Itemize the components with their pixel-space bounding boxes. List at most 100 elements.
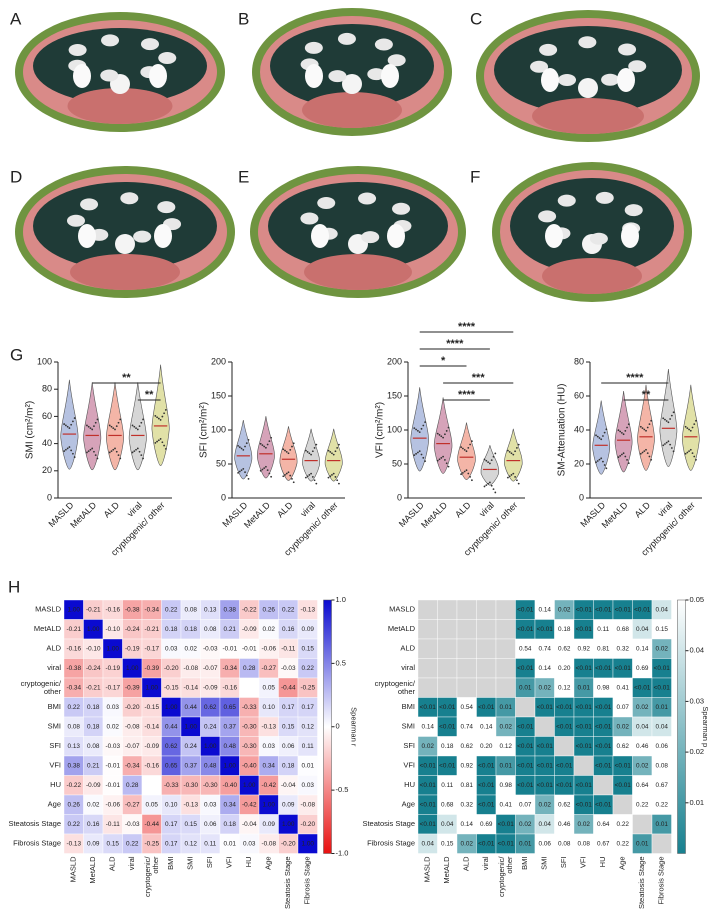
data-dot — [490, 484, 493, 487]
data-dot — [164, 448, 167, 450]
heatmap-cell — [456, 599, 477, 620]
row-label: Steatosis Stage — [362, 819, 415, 828]
cell-label: 0.11 — [597, 626, 609, 633]
cell-label: 0.04 — [539, 821, 552, 828]
cell-label: 0.34 — [263, 762, 276, 769]
data-dot — [261, 444, 264, 447]
data-dot — [514, 476, 517, 478]
heatmap-cell — [476, 658, 497, 679]
cell-label: 0.13 — [68, 743, 81, 750]
data-dot — [265, 465, 267, 468]
cell-label: -0.33 — [164, 782, 179, 789]
data-dot — [662, 417, 665, 420]
data-dot — [336, 447, 339, 449]
cell-label: 0.02 — [636, 704, 649, 711]
column-label: BMI — [520, 857, 529, 870]
data-dot — [156, 416, 158, 419]
data-dot — [665, 420, 668, 422]
cell-label: 0.37 — [224, 723, 237, 730]
data-dot — [436, 459, 439, 462]
cell-label: 0.67 — [597, 840, 610, 847]
violin — [106, 382, 124, 471]
row-label: HU — [404, 780, 415, 789]
data-dot — [266, 469, 269, 472]
cell-label: 0.12 — [185, 840, 198, 847]
data-dot — [138, 450, 141, 453]
data-dot — [686, 427, 689, 430]
heatmap-cell — [515, 697, 536, 718]
data-dot — [487, 461, 489, 464]
data-dot — [689, 448, 692, 451]
data-dot — [617, 429, 620, 432]
ct-bowel — [120, 192, 139, 205]
cell-label: 0.18 — [87, 723, 100, 730]
cell-label: <0.01 — [420, 704, 437, 711]
cell-label: 0.02 — [185, 645, 198, 652]
cell-label: 0.22 — [302, 665, 315, 672]
cell-label: 0.64 — [636, 782, 649, 789]
cell-label: -0.44 — [144, 821, 159, 828]
data-dot — [64, 448, 67, 451]
panel-label: G — [10, 345, 23, 364]
data-dot — [163, 444, 166, 447]
y-tick-label: 20 — [42, 465, 52, 475]
data-dot — [684, 452, 687, 455]
cell-label: 0.26 — [68, 801, 81, 808]
data-dot — [263, 445, 266, 448]
data-dot — [329, 475, 332, 478]
data-dot — [605, 467, 608, 470]
data-dot — [447, 465, 450, 468]
cell-label: 1.00 — [263, 801, 276, 808]
data-dot — [469, 443, 472, 446]
cell-label: 0.62 — [165, 743, 178, 750]
cell-label: 0.02 — [578, 821, 591, 828]
cell-label: 0.02 — [500, 723, 513, 730]
data-dot — [70, 449, 73, 452]
data-dot — [306, 451, 309, 453]
ct-bowel — [337, 32, 356, 45]
x-tick-label: ALD — [275, 500, 295, 520]
cell-label: <0.01 — [517, 743, 534, 750]
cell-label: 0.04 — [636, 723, 649, 730]
cell-label: 0.22 — [68, 821, 81, 828]
data-dot — [292, 481, 295, 484]
cell-label: 0.08 — [87, 743, 100, 750]
data-dot — [311, 450, 314, 453]
data-dot — [622, 452, 625, 455]
ct-bowel — [595, 191, 614, 204]
cell-label: 0.09 — [87, 840, 100, 847]
data-dot — [695, 419, 697, 422]
data-dot — [87, 450, 90, 453]
cell-label: -0.39 — [125, 684, 140, 691]
data-dot — [490, 459, 493, 462]
row-label: ALD — [400, 644, 415, 653]
ct-back-muscle — [532, 98, 644, 134]
cell-label: 0.15 — [441, 840, 454, 847]
data-dot — [114, 447, 116, 450]
cell-label: <0.01 — [537, 743, 554, 750]
cell-label: 0.12 — [302, 723, 315, 730]
data-dot — [315, 482, 318, 485]
cell-label: 0.09 — [302, 626, 315, 633]
heatmap-cell — [437, 638, 458, 659]
data-dot — [471, 440, 473, 443]
data-dot — [265, 446, 267, 449]
cell-label: 0.01 — [519, 684, 532, 691]
data-dot — [86, 424, 88, 427]
data-dot — [131, 424, 134, 427]
cell-label: 0.22 — [617, 840, 630, 847]
data-dot — [506, 449, 509, 452]
ct-back-muscle — [542, 258, 642, 294]
data-dot — [119, 418, 122, 421]
ct-kidney — [73, 64, 91, 88]
cell-label: <0.01 — [576, 723, 593, 730]
data-dot — [310, 453, 312, 456]
significance-label: * — [441, 355, 446, 367]
data-dot — [131, 451, 134, 454]
cell-label: 0.12 — [558, 684, 571, 691]
row-label: viral — [401, 663, 415, 672]
cell-label: 0.11 — [302, 743, 314, 750]
cell-label: 0.08 — [68, 723, 81, 730]
data-dot — [112, 448, 115, 451]
y-axis-label: SMI (cm²/m²) — [25, 401, 36, 459]
